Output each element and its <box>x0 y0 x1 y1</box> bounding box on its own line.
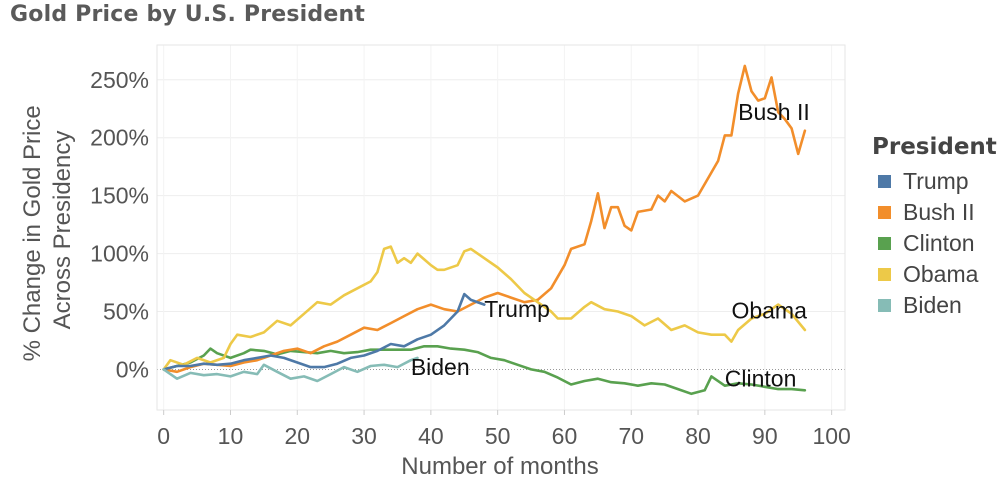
x-tick-label: 50 <box>485 423 511 449</box>
legend: President Trump Bush II Clinton Obama Bi… <box>872 134 997 321</box>
legend-item-biden[interactable]: Biden <box>872 290 997 321</box>
x-axis-label: Number of months <box>401 453 598 480</box>
legend-swatch-bush-ii <box>878 206 891 219</box>
legend-label-obama: Obama <box>903 261 979 287</box>
plot-area-border <box>156 44 846 411</box>
legend-item-trump[interactable]: Trump <box>872 166 997 197</box>
y-tick-label: 100% <box>90 241 149 267</box>
x-tick-label: 30 <box>351 423 377 449</box>
x-axis-ticks: 0 10 20 30 40 50 60 70 80 90 100 <box>157 410 851 449</box>
series-label-obama: Obama <box>731 297 807 323</box>
y-tick-label: 150% <box>90 183 149 209</box>
gridlines <box>157 45 845 410</box>
x-tick-label: 100 <box>812 423 850 449</box>
legend-title: President <box>872 134 997 160</box>
series-label-bush-ii: Bush II <box>738 99 810 125</box>
x-tick-label: 70 <box>618 423 644 449</box>
legend-swatch-clinton <box>878 237 891 250</box>
legend-item-obama[interactable]: Obama <box>872 259 997 290</box>
legend-swatch-biden <box>878 299 891 312</box>
legend-item-clinton[interactable]: Clinton <box>872 228 997 259</box>
series-line-trump[interactable] <box>162 292 486 371</box>
x-tick-label: 40 <box>418 423 444 449</box>
x-tick-label: 20 <box>284 423 310 449</box>
y-tick-label: 200% <box>90 125 149 151</box>
y-axis-label-line-1: % Change in Gold Price <box>19 105 46 361</box>
x-tick-label: 60 <box>552 423 578 449</box>
legend-label-biden: Biden <box>903 292 962 318</box>
legend-label-bush-ii: Bush II <box>903 199 975 225</box>
plot-frame <box>156 44 846 411</box>
legend-swatch-obama <box>878 268 891 281</box>
chart-title: Gold Price by U.S. President <box>10 2 366 27</box>
series-line-biden[interactable] <box>162 356 419 383</box>
x-tick-label: 90 <box>752 423 778 449</box>
legend-item-bush-ii[interactable]: Bush II <box>872 197 997 228</box>
y-tick-label: 250% <box>90 67 149 93</box>
y-axis-label-line-2: Across Presidency <box>49 131 76 330</box>
x-tick-label: 80 <box>685 423 711 449</box>
y-tick-label: 50% <box>103 299 149 325</box>
y-axis-ticks: 0% 50% 100% 150% 200% 250% <box>90 67 149 383</box>
y-tick-label: 0% <box>116 356 149 382</box>
legend-label-trump: Trump <box>903 168 969 194</box>
series-label-biden: Biden <box>411 354 470 380</box>
series-line-clinton[interactable] <box>162 345 807 396</box>
y-axis-label: % Change in Gold Price Across Presidency <box>19 99 76 362</box>
series-lines <box>162 64 807 396</box>
x-tick-label: 0 <box>157 423 170 449</box>
series-label-trump: Trump <box>484 296 550 322</box>
series-label-clinton: Clinton <box>725 366 797 392</box>
x-tick-label: 10 <box>218 423 244 449</box>
series-labels: Clinton Bush II Obama Trump Biden <box>411 99 810 392</box>
legend-label-clinton: Clinton <box>903 230 975 256</box>
legend-swatch-trump <box>878 175 891 188</box>
series-line-bush-ii[interactable] <box>162 64 807 374</box>
series-line-obama[interactable] <box>162 245 807 371</box>
